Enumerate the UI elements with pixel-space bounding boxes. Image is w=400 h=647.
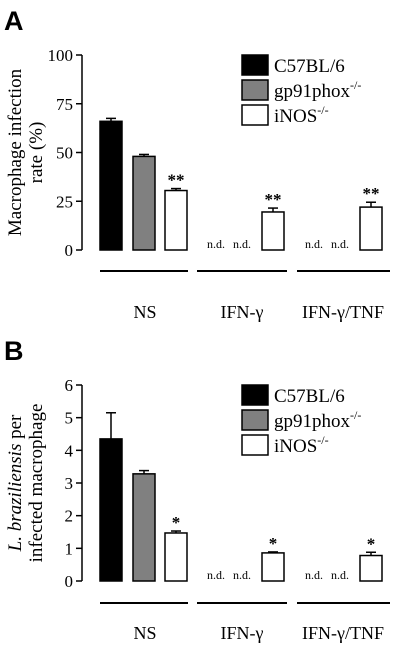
legend-label: gp91phox-/- — [274, 78, 361, 102]
nd-label: n.d. — [207, 568, 225, 582]
nd-label: n.d. — [207, 237, 225, 251]
y-tick-label: 6 — [65, 376, 74, 395]
category-label: NS — [133, 623, 156, 643]
nd-label: n.d. — [331, 237, 349, 251]
legend-swatch — [241, 409, 269, 431]
y-axis-label-rest: per — [5, 414, 26, 444]
category-label: NS — [133, 302, 156, 322]
legend-name: iNOS — [274, 436, 317, 457]
significance-label: ** — [363, 184, 380, 203]
legend-label: iNOS-/- — [274, 433, 329, 457]
nd-label: n.d. — [305, 237, 323, 251]
y-tick-label: 50 — [56, 144, 73, 163]
bar — [164, 532, 188, 582]
legend-swatch — [241, 79, 269, 101]
y-axis-label-line: rate (%) — [26, 122, 47, 184]
nd-label: n.d. — [331, 568, 349, 582]
bar — [99, 120, 123, 251]
legend-label: iNOS-/- — [274, 103, 329, 127]
y-axis-label: L. braziliensis perinfected macrophage — [5, 404, 47, 563]
category-label: IFN-γ/TNF — [302, 623, 384, 643]
y-tick-label: 1 — [65, 539, 74, 558]
legend-superscript: -/- — [350, 78, 361, 92]
legend-name: iNOS — [274, 106, 317, 127]
y-tick-label: 100 — [48, 46, 74, 65]
nd-label: n.d. — [233, 237, 251, 251]
y-tick-label: 3 — [65, 474, 74, 493]
legend-superscript: -/- — [317, 433, 328, 447]
bar — [164, 189, 188, 251]
chart-panel-b: B 0 1 2 3 4 5 6 L. braziliensis perinfected macr… — [4, 336, 390, 643]
legend-swatch — [241, 384, 269, 406]
y-axis-label-line: L. braziliensis per — [5, 414, 26, 552]
legend-name: C57BL/6 — [274, 386, 345, 407]
y-axis-label: Macrophage infectionrate (%) — [5, 68, 47, 236]
significance-label: ** — [168, 171, 185, 190]
y-tick-label: 0 — [65, 241, 74, 260]
bar — [359, 206, 383, 251]
bar — [132, 473, 156, 582]
legend-label: gp91phox-/- — [274, 408, 361, 432]
legend-name: C57BL/6 — [274, 56, 345, 77]
significance-label: ** — [265, 190, 282, 209]
y-tick-label: 4 — [65, 441, 74, 460]
category-label: IFN-γ/TNF — [302, 302, 384, 322]
bar — [261, 211, 285, 251]
legend-name: gp91phox — [274, 81, 351, 102]
significance-label: * — [367, 534, 376, 553]
nd-label: n.d. — [305, 568, 323, 582]
legend-superscript: -/- — [317, 103, 328, 117]
legend-label: C57BL/6 — [274, 386, 345, 407]
legend-label: C57BL/6 — [274, 56, 345, 77]
y-tick-label: 75 — [56, 95, 73, 114]
legend-swatch — [241, 434, 269, 456]
category-label: IFN-γ — [221, 623, 264, 643]
y-axis-label-line: infected macrophage — [26, 404, 47, 563]
y-tick-label: 25 — [56, 192, 73, 211]
legend-name: gp91phox — [274, 411, 351, 432]
y-tick-label: 2 — [65, 507, 74, 526]
significance-label: * — [269, 534, 278, 553]
nd-label: n.d. — [233, 568, 251, 582]
y-tick-label: 5 — [65, 409, 74, 428]
significance-label: * — [172, 513, 181, 532]
legend-swatch — [241, 104, 269, 126]
legend-superscript: -/- — [350, 408, 361, 422]
y-tick-label: 0 — [65, 572, 74, 591]
bar — [99, 438, 123, 582]
category-label: IFN-γ — [221, 302, 264, 322]
panel-letter: A — [4, 6, 24, 36]
legend-swatch — [241, 54, 269, 76]
bar — [132, 155, 156, 251]
bar — [359, 554, 383, 582]
y-axis-label-italic: L. braziliensis — [5, 444, 26, 553]
panel-letter: B — [4, 336, 24, 366]
y-axis-label-line: Macrophage infection — [5, 68, 26, 236]
bar — [261, 552, 285, 582]
